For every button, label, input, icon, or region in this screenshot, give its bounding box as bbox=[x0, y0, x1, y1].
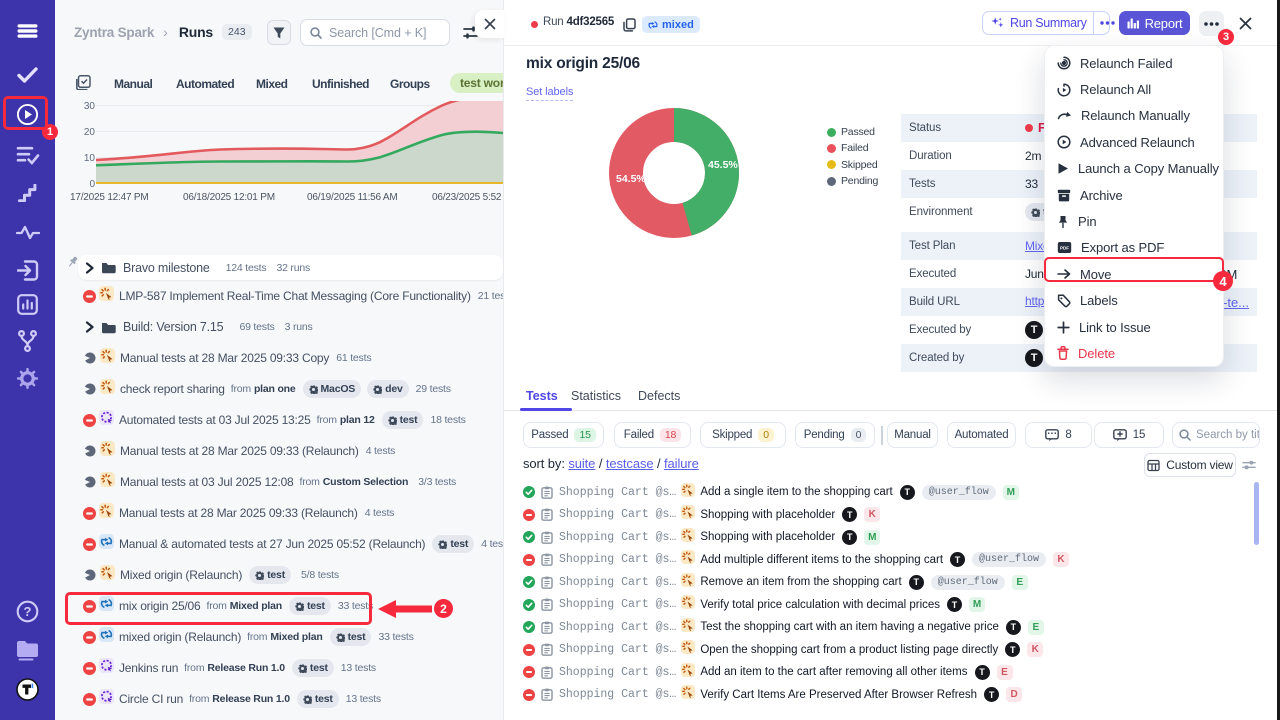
svg-text:20: 20 bbox=[84, 127, 96, 138]
svg-text:30: 30 bbox=[84, 101, 96, 112]
svg-text:?: ? bbox=[24, 604, 32, 619]
svg-text:10: 10 bbox=[84, 153, 96, 164]
svg-text:PDF: PDF bbox=[1060, 246, 1069, 251]
svg-text:0: 0 bbox=[89, 179, 95, 190]
